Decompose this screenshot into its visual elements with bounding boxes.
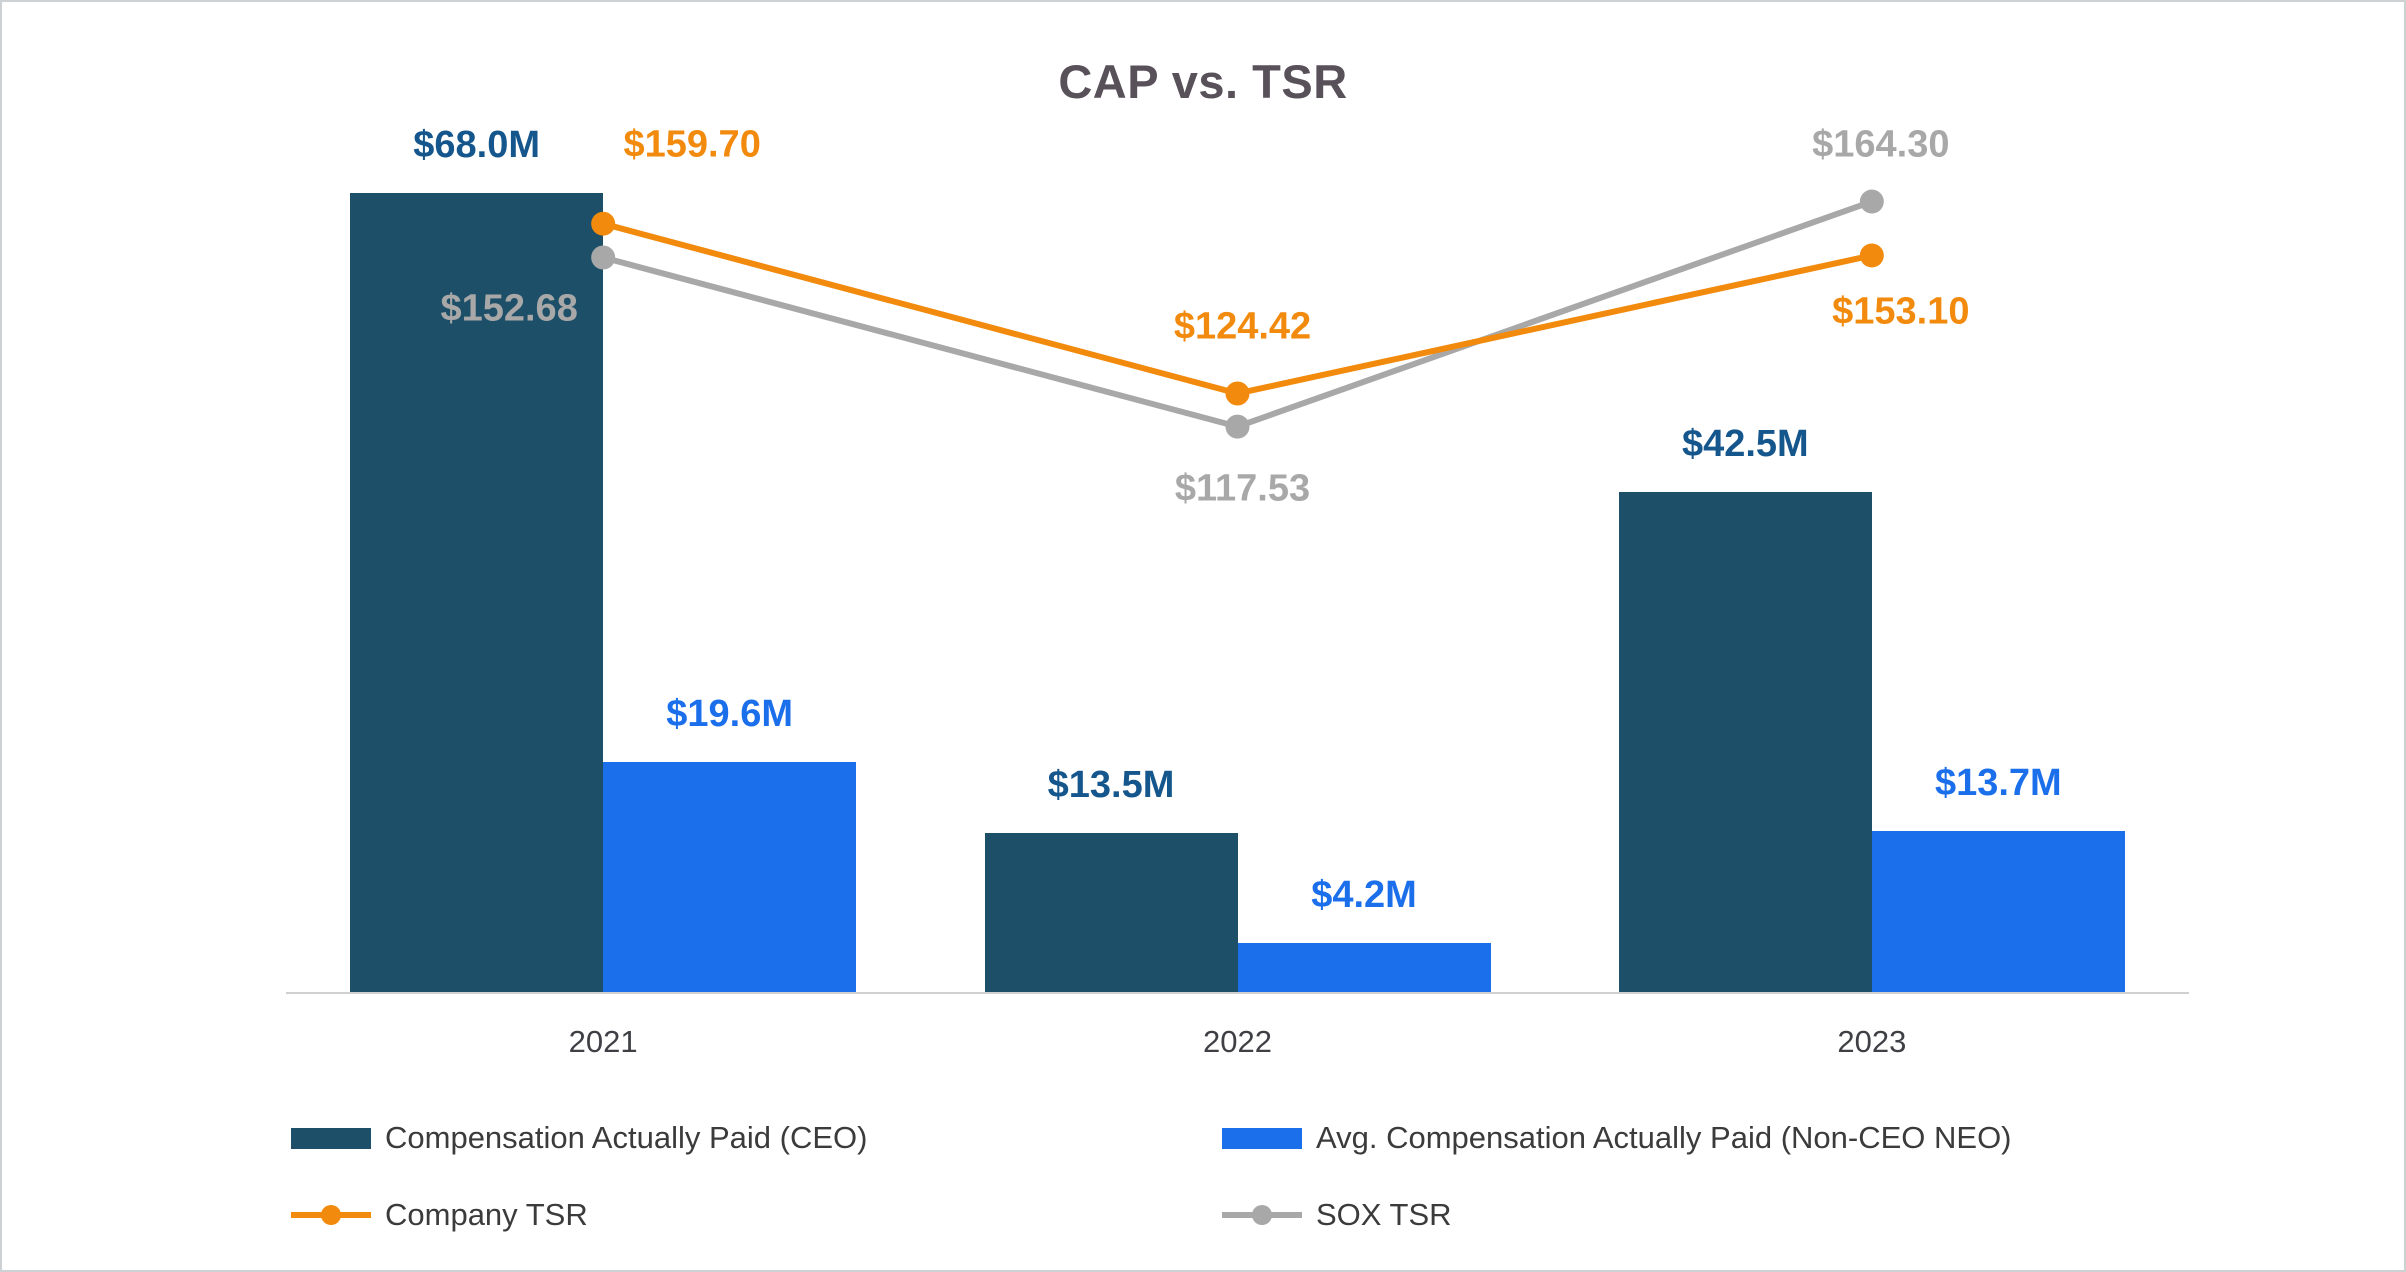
- bar-ceo-2021: [350, 192, 604, 992]
- bar-label-neo-2021: $19.6M: [666, 692, 794, 735]
- x-axis-label-2023: 2023: [1837, 1024, 1907, 1059]
- bar-neo-2022: [1237, 942, 1491, 992]
- legend-swatch-cap-neo: [1222, 1127, 1302, 1149]
- line-label-sox-tsr-2021: $152.68: [440, 287, 578, 330]
- legend-label-sox-tsr: SOX TSR: [1316, 1197, 1452, 1232]
- bar-ceo-2023: [1618, 492, 1872, 992]
- line-label-sox-tsr-2022: $117.53: [1174, 467, 1311, 510]
- bar-neo-2023: [1871, 830, 2125, 992]
- marker-sox-tsr-2023: [1859, 189, 1884, 214]
- bar-label-ceo-2021: $68.0M: [413, 123, 541, 166]
- chart-title: CAP vs. TSR: [1058, 55, 1348, 108]
- x-axis-label-2022: 2022: [1203, 1024, 1272, 1059]
- legend-line-swatch-sox-tsr: [1222, 1203, 1302, 1227]
- legend-item-cap-neo: Avg. Compensation Actually Paid (Non-CEO…: [1222, 1114, 2012, 1162]
- legend-item-sox-tsr: SOX TSR: [1222, 1191, 1452, 1239]
- x-axis-label-2021: 2021: [568, 1024, 638, 1059]
- bar-label-neo-2022: $4.2M: [1311, 873, 1417, 916]
- line-label-sox-tsr-2023: $164.30: [1812, 123, 1950, 166]
- bar-neo-2021: [603, 761, 857, 992]
- line-label-company-tsr-2021: $159.70: [623, 123, 761, 166]
- marker-company-tsr-2023: [1859, 243, 1884, 268]
- bar-label-ceo-2023: $42.5M: [1681, 423, 1809, 466]
- x-axis-line: [286, 992, 2189, 994]
- legend-swatch-cap-ceo: [291, 1127, 371, 1149]
- legend-label-company-tsr: Company TSR: [385, 1197, 588, 1232]
- legend-label-cap-ceo: Compensation Actually Paid (CEO): [385, 1120, 868, 1155]
- bar-label-ceo-2022: $13.5M: [1047, 764, 1175, 807]
- legend-item-company-tsr: Company TSR: [291, 1191, 588, 1239]
- bar-label-neo-2023: $13.7M: [1934, 761, 2062, 804]
- legend-item-cap-ceo: Compensation Actually Paid (CEO): [291, 1114, 867, 1162]
- legend-line-swatch-company-tsr: [291, 1203, 371, 1227]
- bar-ceo-2022: [984, 833, 1238, 992]
- legend-label-cap-neo: Avg. Compensation Actually Paid (Non-CEO…: [1316, 1120, 2012, 1155]
- line-label-company-tsr-2022: $124.42: [1173, 305, 1312, 348]
- marker-company-tsr-2022: [1225, 381, 1250, 406]
- marker-sox-tsr-2022: [1225, 414, 1250, 439]
- line-label-company-tsr-2023: $153.10: [1832, 290, 1970, 333]
